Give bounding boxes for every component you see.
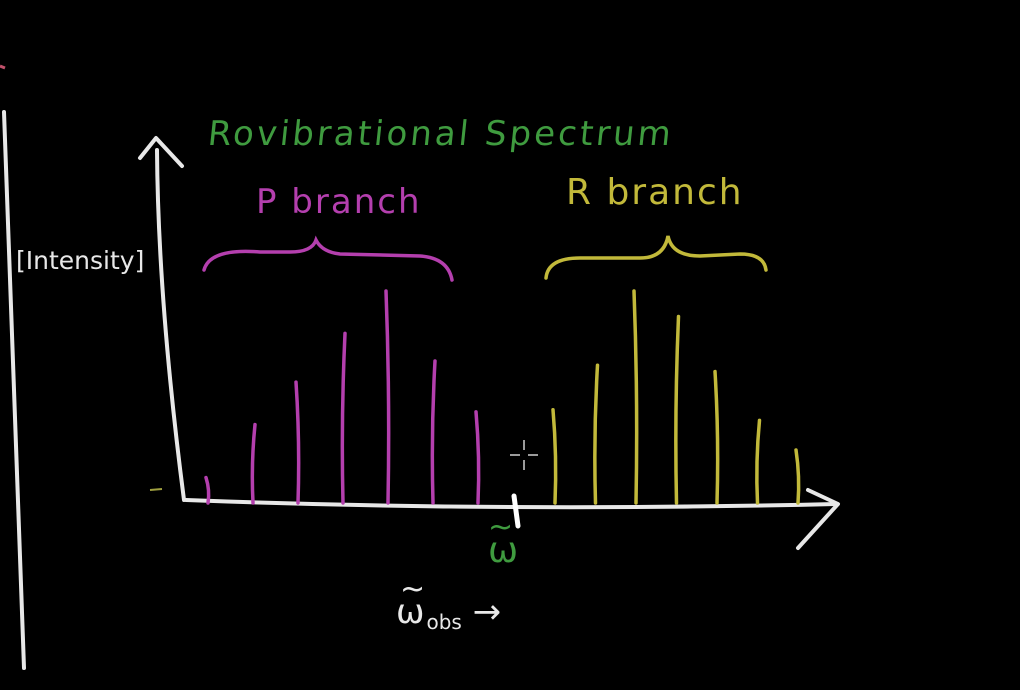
r-branch-label: R branch	[566, 172, 744, 213]
x-axis-omega: ω	[396, 592, 425, 632]
r-branch-line	[632, 289, 639, 505]
r-branch-line	[755, 418, 762, 505]
center-omega: ω	[488, 530, 519, 571]
p-branch-label: P branch	[256, 182, 422, 222]
crosshair-cursor-icon	[510, 440, 538, 470]
p-branch-brace	[202, 235, 454, 282]
p-branch-line	[430, 359, 437, 505]
pen-mark	[0, 64, 6, 70]
spectral-lines	[204, 289, 801, 505]
p-branch-line	[204, 475, 211, 505]
p-branch-line	[294, 380, 301, 505]
y-axis-arrowhead	[138, 136, 184, 168]
x-axis-arrowhead	[796, 488, 840, 550]
p-branch-line	[340, 331, 347, 505]
r-branch-brace	[544, 235, 768, 280]
x-axis-label: ~ ω obs →	[396, 572, 502, 634]
r-branch-line	[713, 369, 720, 505]
page-margin-line	[2, 110, 26, 670]
y-axis-line	[155, 148, 186, 502]
r-branch-line	[674, 314, 681, 505]
origin-dash	[149, 488, 163, 491]
center-frequency-label: ~ ω	[488, 510, 519, 571]
center-tick	[511, 493, 521, 529]
p-branch-line	[474, 410, 481, 505]
r-branch-line	[551, 407, 558, 505]
y-axis-label: [Intensity]	[16, 246, 145, 275]
p-branch-line	[250, 422, 257, 505]
diagram-title: Rovibrational Spectrum	[205, 114, 676, 154]
r-branch-line	[593, 363, 600, 505]
x-axis-tilde: ~	[400, 572, 426, 607]
x-axis-line	[184, 498, 838, 510]
r-branch-line	[794, 448, 801, 505]
p-branch-line	[384, 289, 391, 505]
x-axis-subscript: obs	[426, 610, 462, 634]
x-axis-arrow: →	[472, 592, 502, 632]
center-tilde: ~	[488, 510, 514, 545]
